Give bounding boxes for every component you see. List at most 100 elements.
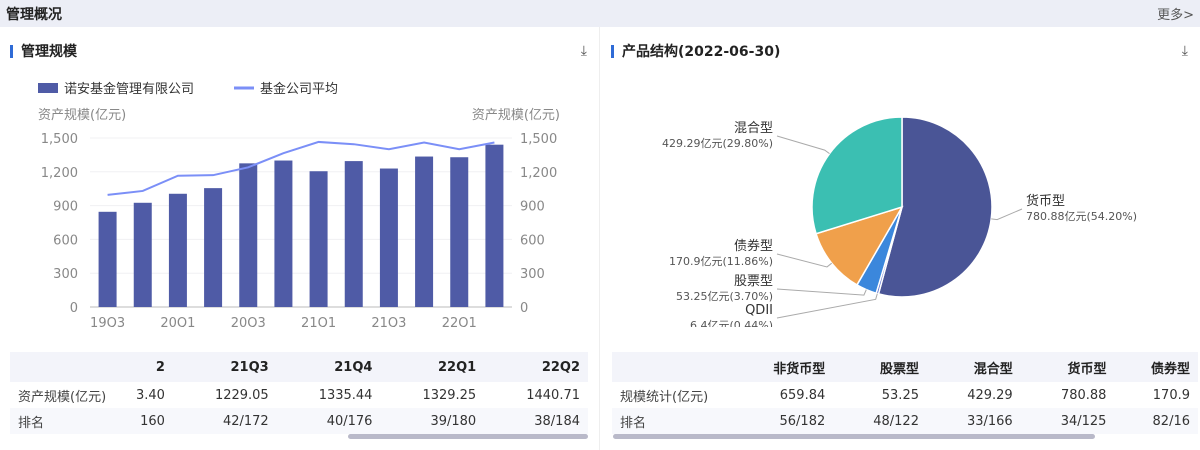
bar [98,211,117,307]
row-label: 资产规模(亿元) [10,382,128,408]
legend-label: 基金公司平均 [260,81,338,97]
section-title: 管理概况 [6,6,62,23]
table-scrollbar[interactable] [613,434,1095,439]
legend-label: 诺安基金管理有限公司 [64,81,194,97]
y-tick-label-left: 300 [53,267,78,282]
y-axis-title-right: 资产规模(亿元) [472,108,560,123]
more-link[interactable]: 更多> [1157,8,1194,23]
column-header: 2 [128,352,173,382]
table-cell: 1229.05 [172,382,277,408]
table-cell: 3.40 [128,382,173,408]
slice-value: 429.29亿元(29.80%) [662,137,773,150]
slice-value: 53.25亿元(3.70%) [676,290,773,303]
slice-name: 货币型 [1026,193,1065,209]
bar [309,171,328,307]
management-scale-panel: 管理规模 ⤓ 诺安基金管理有限公司 基金公司平均资产规模(亿元) 资产规模(亿元) 0… [0,27,600,450]
panel-title: 产品结构(2022-06-30) [622,44,781,60]
panel-title: 管理规模 [21,44,77,60]
table-cell: 38/184 [484,408,588,434]
y-tick-label-left: 600 [53,233,78,248]
y-tick-label-right: 1,200 [520,166,557,181]
slice-name: 债券型 [734,238,773,254]
table-cell: 429.29 [926,382,1021,408]
bar [415,156,434,307]
y-tick-label-right: 1,500 [520,132,557,147]
table-row: 资产规模(亿元) 3.40 1229.05 1335.44 1329.25 1440.71 [10,382,588,408]
row-label: 规模统计(亿元) [612,382,730,408]
column-header: 22Q1 [380,352,485,382]
pie-slice [815,205,904,286]
label-leader-line [776,253,833,268]
table-cell: 56/182 [730,408,834,434]
bar [168,193,187,307]
x-tick-label: 22Q1 [442,316,477,327]
bar [450,157,469,307]
column-header: 非货币型 [730,352,834,382]
x-tick-label: 19Q3 [90,316,125,327]
column-header: 21Q4 [276,352,381,382]
scale-table: 2 21Q3 21Q4 22Q1 22Q2 资产规模(亿元) 3.40 1229.05 133… [10,352,588,434]
table-cell: 53.25 [833,382,927,408]
table-corner [10,352,128,382]
label-leader-line [776,288,867,296]
average-line [107,140,495,196]
label-leader-line [776,293,878,319]
table-row: 排名 160 42/172 40/176 39/180 38/184 [10,408,588,434]
label-leader-line [776,135,830,155]
y-tick-label-left: 900 [53,200,78,215]
slice-value: 6.4亿元(0.44%) [690,319,773,327]
slice-value: 170.9亿元(11.86%) [669,255,773,268]
table-cell: 42/172 [172,408,277,434]
row-label: 排名 [612,408,730,434]
slice-name: 混合型 [734,121,773,136]
table-cell: 33/166 [926,408,1021,434]
x-tick-label: 21Q3 [371,316,406,327]
bar [204,188,223,307]
bar [379,168,398,307]
bar [239,163,258,307]
table-cell: 780.88 [1020,382,1115,408]
slice-name: 股票型 [734,274,773,289]
column-header: 股票型 [833,352,927,382]
bar [485,144,504,307]
table-row: 排名 56/182 48/122 33/166 34/125 82/16 [612,408,1198,434]
bar [344,161,363,307]
table-cell: 40/176 [276,408,381,434]
y-tick-label-left: 1,500 [41,132,78,147]
x-tick-label: 20Q1 [160,316,195,327]
table-cell: 160 [128,408,173,434]
table-cell: 34/125 [1020,408,1115,434]
y-tick-label-left: 1,200 [41,166,78,181]
table-row: 规模统计(亿元) 659.84 53.25 429.29 780.88 170.9 [612,382,1198,408]
table-cell: 170.9 [1114,382,1198,408]
section-header: 管理概况 更多> [0,0,1200,27]
column-header: 22Q2 [484,352,588,382]
label-leader-line [991,208,1023,221]
column-header: 混合型 [926,352,1021,382]
bar [133,202,152,307]
table-cell: 82/16 [1114,408,1198,434]
x-tick-label: 20Q3 [231,316,266,327]
title-accent [10,44,13,58]
column-header: 债券型 [1114,352,1198,382]
download-icon[interactable]: ⤓ [1181,43,1188,59]
table-scrollbar[interactable] [348,434,588,439]
table-cell: 1440.71 [484,382,588,408]
y-tick-label-left: 0 [70,301,78,316]
download-icon[interactable]: ⤓ [580,43,587,59]
slice-name: QDII [745,303,773,318]
slice-value: 780.88亿元(54.20%) [1026,210,1137,223]
y-axis-title-left: 资产规模(亿元) [38,108,126,123]
row-label: 排名 [10,408,128,434]
structure-table: 非货币型 股票型 混合型 货币型 债券型 规模统计(亿元) 659.84 53.25 429.… [612,352,1198,434]
y-tick-label-right: 600 [520,233,545,248]
column-header: 21Q3 [172,352,277,382]
column-header: 货币型 [1020,352,1115,382]
product-structure-panel: 产品结构(2022-06-30) ⤓ 货币型 780.88亿元(54.20%) QD… [601,27,1200,450]
x-tick-label: 21Q1 [301,316,336,327]
legend-bar-swatch [38,83,58,93]
table-cell: 48/122 [833,408,927,434]
table-cell: 1335.44 [276,382,381,408]
